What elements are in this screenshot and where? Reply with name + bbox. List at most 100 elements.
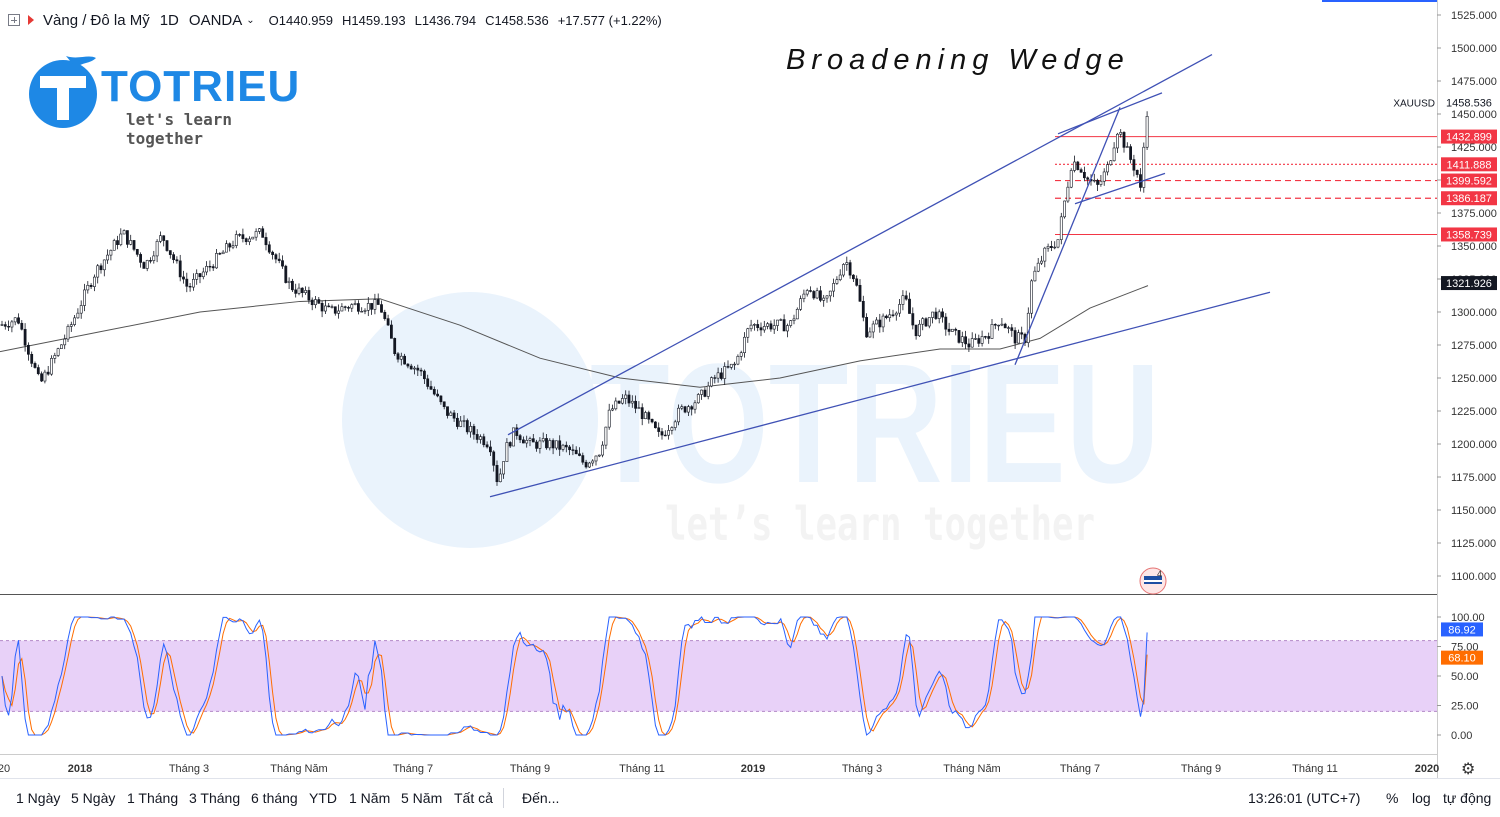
candle-body [858, 285, 862, 302]
candle-body [106, 254, 110, 261]
timeframe[interactable]: 1D [159, 11, 179, 29]
candle-body [23, 328, 27, 346]
candle-body [683, 406, 687, 413]
candle-body [696, 394, 700, 404]
candle-body [644, 412, 647, 420]
candle-body [393, 338, 397, 355]
goto-date-button[interactable]: Đến... [522, 790, 560, 806]
osc-value-tag [1441, 622, 1483, 637]
range-ytd[interactable]: YTD [309, 790, 337, 806]
candle-body [941, 311, 944, 318]
gear-icon[interactable]: ⚙ [1461, 761, 1476, 778]
trendlines[interactable] [489, 54, 1271, 498]
candle-body [848, 262, 852, 276]
auto-toggle[interactable]: tự động [1443, 790, 1492, 806]
chevron-down-icon[interactable]: ⌄ [246, 14, 255, 26]
candle-body [475, 434, 479, 440]
candle-body [347, 307, 350, 309]
time-tick-label: 2020 [1415, 763, 1439, 775]
candle-body [967, 343, 971, 348]
event-flag-icon[interactable]: 4 [1139, 567, 1167, 595]
candle-body [739, 352, 743, 357]
candle-body [670, 427, 674, 431]
logo-tagline: let's learn together [126, 110, 232, 148]
candle-body [805, 290, 809, 295]
candle-body [630, 400, 634, 404]
symbol-name[interactable]: Vàng / Đô la Mỹ [43, 11, 150, 29]
candle-body [122, 230, 126, 235]
candle-body [548, 440, 552, 449]
range-3m[interactable]: 3 Tháng [189, 790, 241, 806]
candle-body [472, 426, 476, 435]
candle-body [611, 408, 614, 411]
log-toggle[interactable]: log [1412, 790, 1431, 806]
candle-body [1129, 146, 1133, 160]
time-axis[interactable]: 20 2018 Tháng 3 Tháng Năm Tháng 7 Tháng 9 Thán… [0, 763, 1439, 775]
candle-body [647, 412, 651, 420]
range-6m[interactable]: 6 tháng [251, 790, 298, 806]
candle-body [426, 378, 430, 387]
candle-body [904, 295, 908, 300]
candle-body [297, 287, 301, 294]
candle-body [409, 365, 413, 370]
candle-body [809, 290, 812, 292]
candle-body [459, 420, 463, 427]
range-1m[interactable]: 1 Tháng [127, 790, 179, 806]
candle-body [142, 262, 146, 269]
candle-body [914, 324, 918, 337]
candle-body [505, 442, 509, 462]
price-tick-label: 1200.000 [1451, 439, 1497, 451]
range-all[interactable]: Tất cả [454, 790, 493, 806]
range-5y[interactable]: 5 Năm [401, 790, 443, 806]
candle-body [182, 276, 185, 280]
candle-body [650, 418, 654, 423]
svg-text:4: 4 [1157, 569, 1162, 579]
candle-body [974, 338, 977, 340]
moving-average-line [0, 285, 1149, 388]
oscillator-axis[interactable]: 0.00 25.00 50.00 75.00 100.00 [1437, 612, 1485, 742]
candle-body [1125, 146, 1129, 148]
candle-body [36, 367, 40, 375]
candle-body [677, 407, 680, 423]
candle-body [46, 371, 50, 375]
price-level-tag [1441, 129, 1497, 144]
candle-body [20, 322, 24, 330]
candle-body [261, 228, 265, 238]
time-tick-label: Tháng Năm [270, 763, 327, 775]
price-axis[interactable]: 1100.000 1125.000 1150.000 1175.000 1200.000… [1437, 10, 1497, 583]
osc-tick-label: 25.00 [1451, 701, 1479, 713]
candle-body [208, 265, 212, 268]
range-1y[interactable]: 1 Năm [349, 790, 391, 806]
candle-body [178, 260, 182, 278]
broker[interactable]: OANDA [188, 11, 243, 29]
candle-body [535, 441, 539, 449]
time-tick-label: 2019 [741, 763, 765, 775]
candle-body [116, 240, 119, 245]
candle-body [1106, 164, 1109, 173]
candle-body [1142, 146, 1146, 188]
low-value: L1436.794 [414, 12, 477, 28]
candle-body [1109, 160, 1113, 165]
candle-body [716, 372, 720, 379]
candle-body [215, 253, 218, 269]
range-1d[interactable]: 1 Ngày [16, 790, 61, 806]
price-tick-label: 1350.000 [1451, 241, 1497, 253]
percent-toggle[interactable]: % [1386, 790, 1399, 806]
candle-body [498, 473, 502, 483]
expand-icon[interactable] [8, 14, 20, 26]
candle-body [1132, 159, 1136, 171]
candle-body [330, 306, 334, 308]
candle-body [198, 273, 202, 278]
candle-body [1122, 132, 1126, 148]
candle-body [713, 377, 717, 379]
price-level-tag [1441, 191, 1497, 206]
candle-body [281, 260, 284, 267]
candle-body [79, 305, 83, 314]
flag-icon [28, 15, 34, 25]
range-5d[interactable]: 5 Ngày [71, 790, 116, 806]
candle-body [855, 278, 859, 286]
candle-body [102, 259, 106, 271]
candle-body [1033, 270, 1037, 282]
candle-body [789, 320, 793, 326]
